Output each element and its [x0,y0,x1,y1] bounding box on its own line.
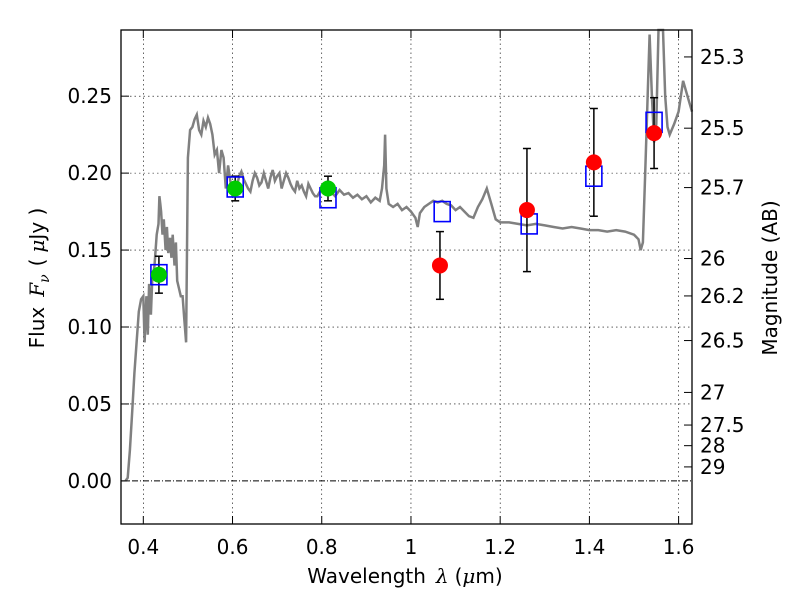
y-tick-label: 0.15 [67,238,112,262]
x-tick-label: 1.4 [573,535,605,559]
y-tick-label: 0.10 [67,315,112,339]
observed-point [227,180,244,197]
y-axis-symbol: F [25,282,49,298]
model-spectrum-line [124,28,694,482]
error-bars [154,96,659,301]
observed-point [150,266,167,283]
axis-ticks: 0.4 0.6 0.8 1 1.2 1.4 1.6 0.00 0.05 0.10 0.15 0.20 0… [67,30,745,559]
observed-markers [150,125,663,283]
y-axis-unit-open: ( [25,259,49,267]
mag-tick-label: 26.2 [700,284,745,308]
y-tick-label: 0.05 [67,392,112,416]
x-axis-unit-open: ( [455,564,463,588]
model-photometry-square [226,176,244,198]
observed-point [585,154,602,171]
mag-tick-label: 25.3 [700,45,745,69]
x-tick-label: 0.4 [127,535,159,559]
plot-frame [120,29,693,525]
y-axis-unit-rest: Jy ) [25,208,49,242]
y-tick-label: 0.25 [67,84,112,108]
mag-tick-label: 27.5 [700,413,745,437]
y-axis-subscript: ν [37,274,53,283]
mag-tick-label: 27 [700,380,725,404]
x-tick-label: 1 [405,535,418,559]
model-photometry-markers [150,111,663,286]
x-axis-unit-mu: μ [462,564,475,588]
y-tick-label: 0.20 [67,161,112,185]
y-axis-label-text: Flux [25,307,49,349]
model-photometry-square [433,200,451,223]
observed-point [646,125,663,142]
x-axis-unit-rest: m) [475,564,502,588]
mag-tick-label: 26.5 [700,329,745,353]
mag-tick-label: 26 [700,247,725,271]
y-axis-title: Flux Fν ( μJy ) [25,208,53,349]
observed-point [319,180,336,197]
x-tick-label: 1.2 [484,535,516,559]
y-tick-label: 0.00 [67,469,112,493]
observed-point [518,202,535,219]
mag-tick-label: 28 [700,434,725,458]
x-axis-label-text: Wavelength [307,564,426,588]
grid [121,30,692,524]
x-tick-label: 0.6 [217,535,249,559]
observed-point [431,257,448,274]
y2-axis-title: Magnitude (AB) [758,200,782,355]
mag-tick-label: 25.7 [700,176,745,200]
x-tick-label: 1.6 [663,535,695,559]
mag-tick-label: 25.5 [700,116,745,140]
x-tick-label: 0.8 [306,535,338,559]
mag-tick-label: 29 [700,455,725,479]
plot-content [124,28,694,482]
y-axis-unit-mu: μ [25,240,49,253]
x-axis-title: Wavelength λ (μm) [307,564,502,588]
x-axis-symbol: λ [435,564,449,588]
